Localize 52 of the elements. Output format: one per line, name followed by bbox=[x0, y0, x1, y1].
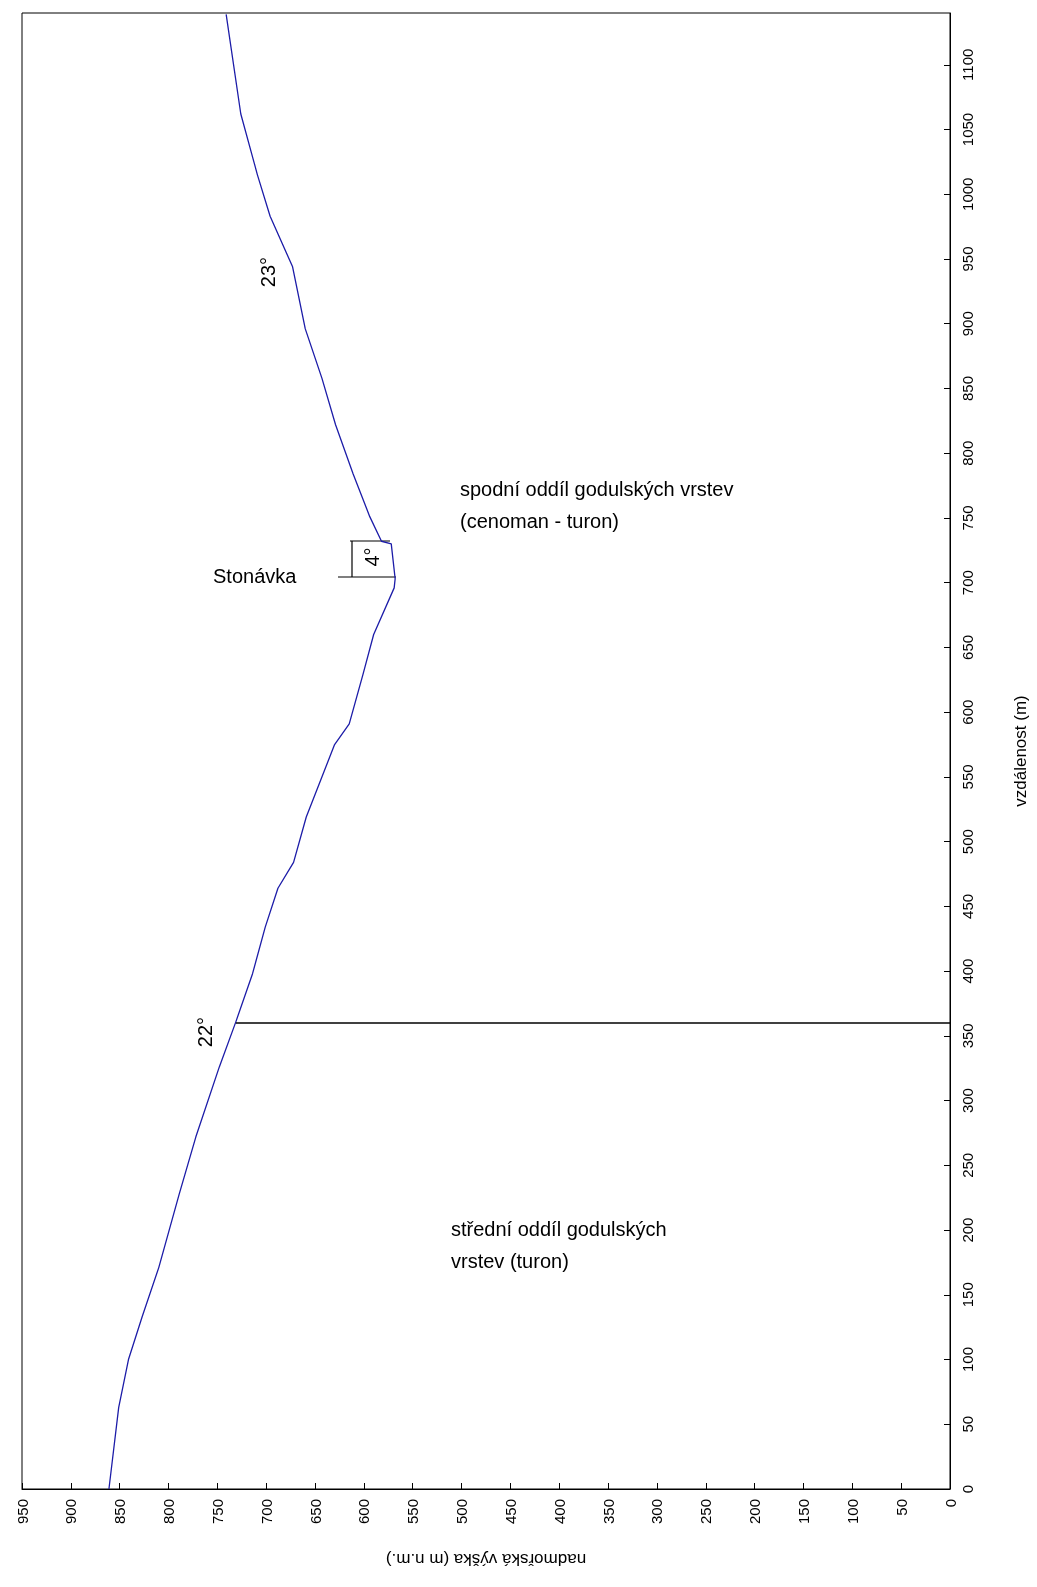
y-tick-label: 800 bbox=[959, 440, 976, 466]
x-tick-label: 900 bbox=[62, 1499, 80, 1525]
y-tick-label: 50 bbox=[959, 1415, 976, 1433]
x-tick-label: 850 bbox=[111, 1499, 129, 1525]
y-tick-label: 650 bbox=[959, 634, 976, 660]
x-tick-label: 100 bbox=[843, 1499, 861, 1525]
x-tick-label: 150 bbox=[794, 1499, 812, 1525]
y-tick-label: 250 bbox=[959, 1152, 976, 1178]
y-tick-label: 300 bbox=[959, 1088, 976, 1114]
x-tick-label: 800 bbox=[160, 1499, 178, 1525]
x-tick-label: 450 bbox=[501, 1499, 519, 1525]
y-tick-label: 1100 bbox=[959, 48, 976, 81]
y-tick-label: 1050 bbox=[959, 112, 976, 147]
y-tick-label: 850 bbox=[959, 375, 976, 401]
y-tick-label: 350 bbox=[959, 1023, 976, 1049]
annotation: 4° bbox=[361, 547, 383, 567]
x-tick-label: 650 bbox=[306, 1499, 324, 1525]
x-axis-title: nadmořská výška (m n.m.) bbox=[385, 1550, 587, 1569]
annotation: 22° bbox=[194, 1016, 216, 1048]
x-tick-label: 950 bbox=[13, 1499, 31, 1525]
x-tick-label: 550 bbox=[404, 1499, 422, 1525]
y-tick-label: 900 bbox=[959, 311, 976, 337]
x-tick-label: 500 bbox=[453, 1499, 471, 1525]
x-tick-label: 200 bbox=[746, 1499, 764, 1525]
y-tick-label: 750 bbox=[959, 505, 976, 531]
y-tick-label: 600 bbox=[959, 699, 976, 725]
y-tick-label: 500 bbox=[959, 829, 976, 855]
y-tick-label: 0 bbox=[959, 1484, 976, 1494]
x-tick-label: 300 bbox=[648, 1499, 666, 1525]
y-tick-label: 1000 bbox=[959, 177, 976, 211]
y-tick-label: 450 bbox=[959, 893, 976, 919]
x-tick-label: 350 bbox=[599, 1499, 617, 1525]
x-tick-label: 250 bbox=[697, 1499, 715, 1525]
annotation: 23° bbox=[257, 256, 279, 288]
x-tick-label: 50 bbox=[892, 1499, 910, 1516]
y-tick-label: 200 bbox=[959, 1217, 976, 1243]
y-tick-label: 100 bbox=[959, 1347, 976, 1373]
y-tick-label: 950 bbox=[959, 246, 976, 272]
x-tick-label: 600 bbox=[355, 1499, 373, 1525]
annotation: spodní oddíl godulských vrstev (cenoman - turon) bbox=[460, 478, 734, 532]
annotation: Stonávka bbox=[213, 565, 298, 587]
x-tick-label: 750 bbox=[208, 1499, 226, 1525]
x-tick-label: 400 bbox=[550, 1499, 568, 1525]
y-tick-label: 550 bbox=[959, 764, 976, 790]
y-tick-label: 150 bbox=[959, 1282, 976, 1308]
x-tick-label: 0 bbox=[941, 1499, 959, 1508]
y-tick-label: 700 bbox=[959, 570, 976, 596]
annotation: střední oddíl godulských vrstev (turon) bbox=[451, 1218, 667, 1272]
line-series bbox=[108, 13, 396, 1490]
y-axis-title: vzdálenost (m) bbox=[1011, 695, 1030, 807]
y-tick-label: 400 bbox=[959, 958, 976, 984]
x-tick-label: 700 bbox=[257, 1499, 275, 1525]
